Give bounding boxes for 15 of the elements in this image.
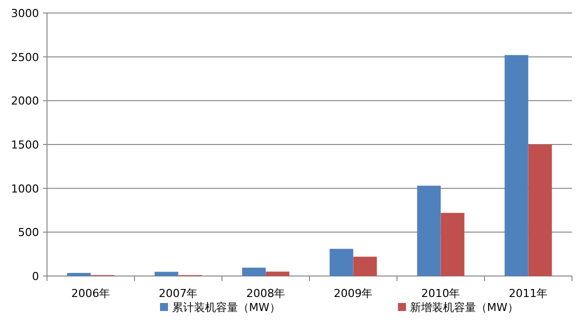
- xtick-label: 2007年: [158, 287, 198, 300]
- xtick-label: 2009年: [334, 287, 373, 300]
- xtick-label: 2011年: [508, 287, 548, 300]
- xtick-label: 2006年: [71, 287, 110, 300]
- ytick-label: 1000: [11, 182, 39, 196]
- ytick-label: 3000: [11, 7, 39, 20]
- ytick-label: 1500: [11, 138, 39, 152]
- legend-label: 新增装机容量（MW）: [410, 301, 518, 314]
- xtick-label: 2010年: [421, 287, 460, 300]
- ytick-label: 500: [18, 226, 39, 240]
- ytick-label: 2000: [11, 94, 39, 108]
- legend-label: 累计装机容量（MW）: [172, 301, 280, 314]
- ytick-label: 2500: [11, 50, 39, 64]
- ytick-label: 0: [32, 270, 39, 283]
- xtick-label: 2008年: [246, 287, 286, 300]
